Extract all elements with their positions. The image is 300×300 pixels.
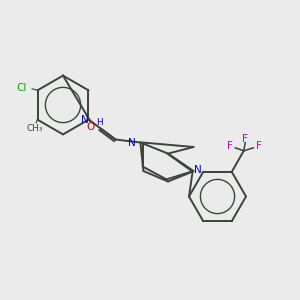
Text: F: F	[227, 141, 233, 151]
Text: F: F	[242, 134, 248, 144]
Text: N: N	[128, 137, 136, 148]
Text: N: N	[194, 165, 202, 175]
Text: N: N	[81, 115, 88, 125]
Text: F: F	[256, 141, 262, 151]
Text: Cl: Cl	[17, 83, 27, 93]
Text: CH₃: CH₃	[26, 124, 43, 133]
Text: H: H	[97, 118, 103, 127]
Text: O: O	[87, 122, 95, 132]
